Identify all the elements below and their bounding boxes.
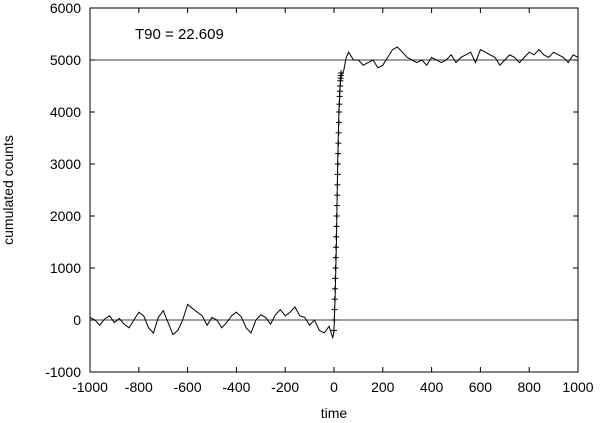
y-tick-label: 4000 xyxy=(50,104,81,120)
x-tick-label: -1000 xyxy=(72,379,108,395)
y-tick-label: 0 xyxy=(73,312,81,328)
plus-marker xyxy=(333,223,340,230)
x-tick-label: -400 xyxy=(222,379,250,395)
y-axis-title: cumulated counts xyxy=(0,135,16,245)
y-tick-label: 2000 xyxy=(50,208,81,224)
plus-marker xyxy=(335,150,342,157)
plus-marker xyxy=(336,93,343,100)
tick-labels: -1000 -800 -600 -400 -200 0 200 400 600 800 1000 -1… xyxy=(45,0,594,395)
plus-marker xyxy=(336,101,343,108)
plus-marker xyxy=(333,233,340,240)
plus-marker xyxy=(331,317,338,323)
x-tick-label: 800 xyxy=(518,379,542,395)
cumulated-counts-line xyxy=(89,46,579,339)
y-tick-label: 1000 xyxy=(50,260,81,276)
x-tick-label: 600 xyxy=(469,379,493,395)
plus-marker xyxy=(334,181,341,188)
plus-marker xyxy=(331,285,338,292)
plus-marker xyxy=(331,306,338,313)
plus-marker xyxy=(334,192,341,199)
ticks-layer xyxy=(89,7,579,373)
plus-marker xyxy=(332,275,339,282)
annotation-t90: T90 = 22.609 xyxy=(135,26,224,43)
plus-marker xyxy=(335,119,342,126)
plus-marker xyxy=(331,327,337,334)
plus-marker xyxy=(334,171,341,178)
plus-marker xyxy=(332,265,339,271)
x-tick-label: -600 xyxy=(174,379,202,395)
reference-lines xyxy=(90,59,578,321)
plus-marker xyxy=(332,254,339,261)
plus-marker xyxy=(335,140,342,147)
series-layer xyxy=(89,46,579,339)
plus-marker xyxy=(334,161,341,167)
plus-marker xyxy=(338,70,345,76)
plus-marker xyxy=(333,213,340,219)
plus-marker xyxy=(337,83,344,89)
x-tick-label: 400 xyxy=(420,379,444,395)
plus-marker xyxy=(333,202,340,209)
plus-marker xyxy=(336,109,343,115)
plus-marker xyxy=(331,296,338,303)
x-tick-label: 0 xyxy=(330,379,338,395)
markers-layer xyxy=(331,70,345,334)
x-tick-label: -800 xyxy=(125,379,153,395)
x-tick-label: -200 xyxy=(271,379,299,395)
plus-marker xyxy=(335,129,342,136)
plus-marker xyxy=(332,244,339,251)
y-tick-label: 5000 xyxy=(50,52,81,68)
y-tick-label: 3000 xyxy=(50,156,81,172)
x-axis-title: time xyxy=(321,405,348,421)
x-tick-label: 1000 xyxy=(562,379,593,395)
plus-marker xyxy=(336,88,343,95)
y-tick-label: 6000 xyxy=(50,0,81,16)
y-tick-label: -1000 xyxy=(45,364,81,380)
x-tick-label: 200 xyxy=(371,379,395,395)
